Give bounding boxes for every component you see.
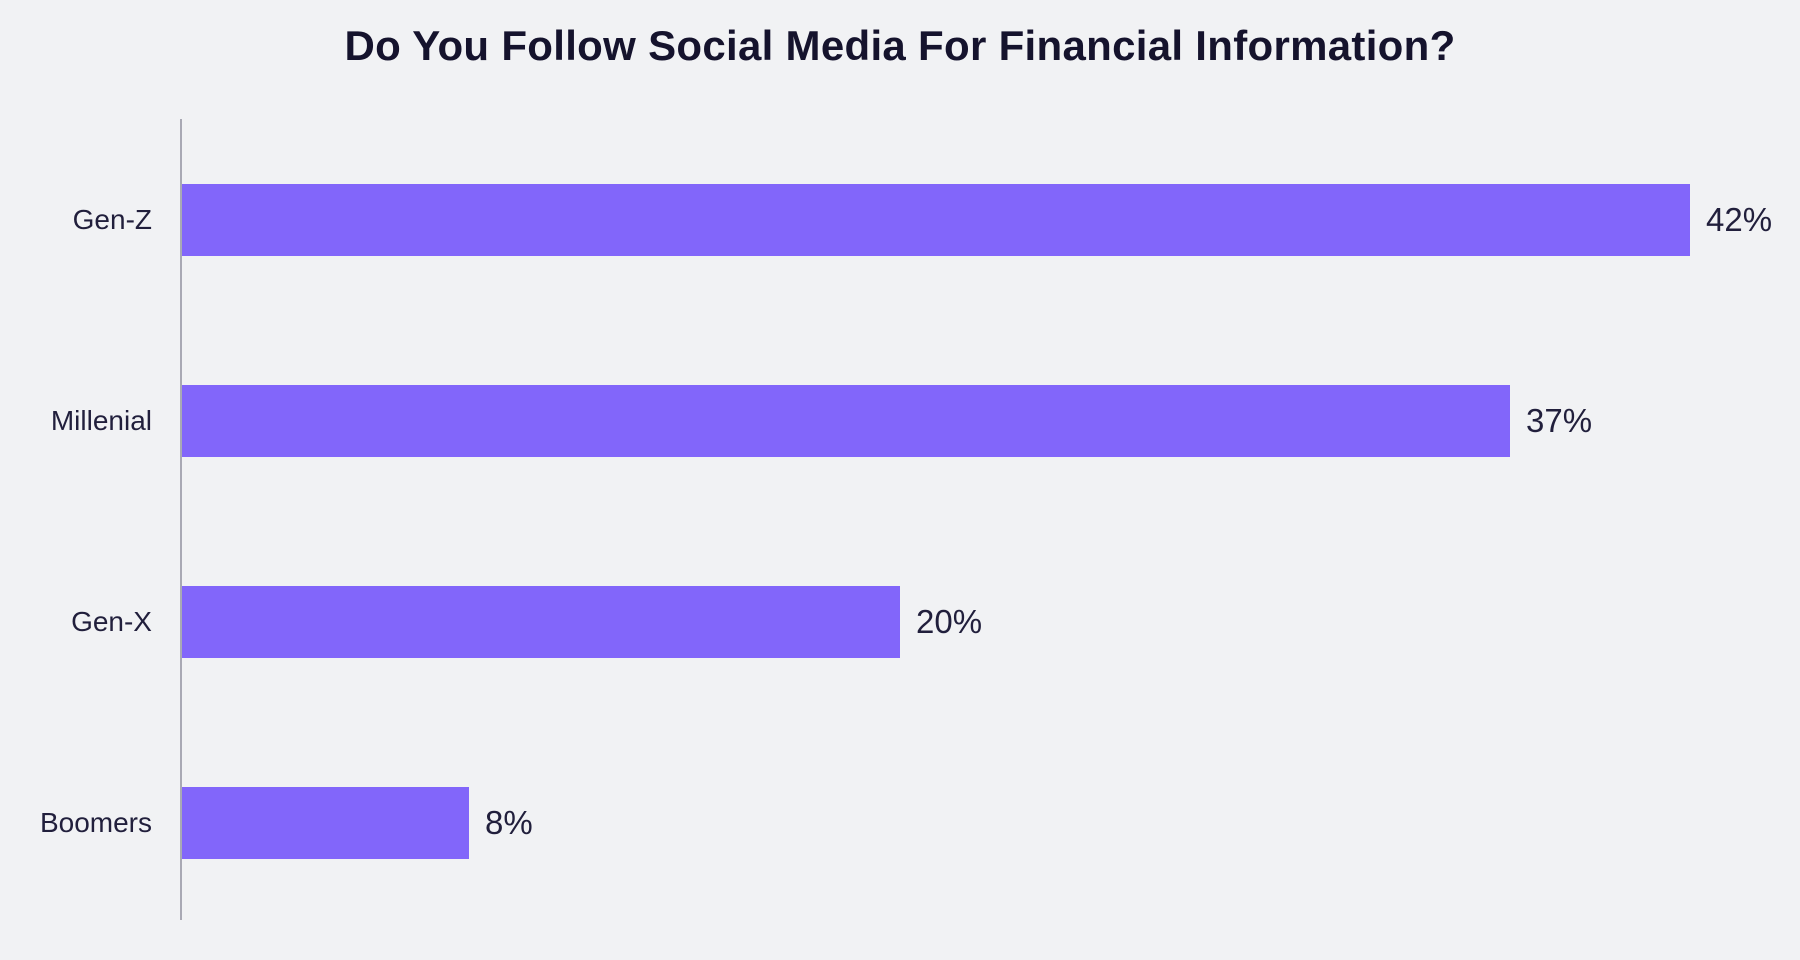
category-label-gen-x: Gen-X bbox=[71, 606, 152, 637]
bar-row-gen-z: Gen-Z 42% bbox=[0, 184, 1800, 256]
chart-title: Do You Follow Social Media For Financial… bbox=[344, 22, 1456, 69]
y-axis-line bbox=[180, 119, 182, 920]
category-label-boomers: Boomers bbox=[39, 807, 152, 838]
category-label-gen-z: Gen-Z bbox=[72, 204, 152, 235]
value-label-millenial: 37% bbox=[1526, 402, 1593, 439]
category-label-millenial: Millenial bbox=[50, 405, 152, 436]
bar-millenial bbox=[182, 385, 1510, 457]
bar-row-boomers: Boomers 8% bbox=[0, 787, 1800, 859]
value-label-gen-z: 42% bbox=[1706, 201, 1773, 238]
value-label-gen-x: 20% bbox=[916, 603, 983, 640]
value-label-boomers: 8% bbox=[485, 804, 533, 841]
bar-row-millenial: Millenial 37% bbox=[0, 385, 1800, 457]
bar-gen-z bbox=[182, 184, 1690, 256]
bar-boomers bbox=[182, 787, 469, 859]
bar-gen-x bbox=[182, 586, 900, 658]
bar-row-gen-x: Gen-X 20% bbox=[0, 586, 1800, 658]
